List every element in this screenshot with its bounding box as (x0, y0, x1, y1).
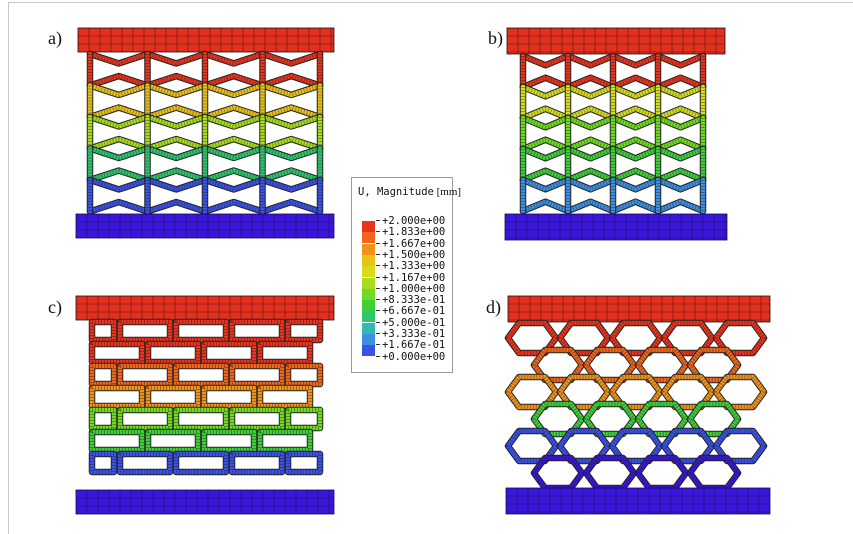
legend-value: +1.833e+00 (382, 226, 446, 239)
bottom-plate-mesh (506, 488, 770, 514)
legend-swatch (362, 288, 375, 300)
panel-a-lattice (75, 27, 335, 239)
legend-level: +1.333e+00 (362, 260, 450, 278)
legend-level: +5.000e-01 (362, 317, 450, 334)
legend-value: +6.667e-01 (382, 305, 446, 318)
color-legend: U, Magnitude [mm] +2.000e+00 +1.833e+00 +1… (351, 177, 461, 373)
cell-rows (88, 318, 324, 476)
bottom-plate (504, 213, 728, 241)
legend-value: +5.000e-01 (382, 316, 446, 329)
legend-level: +8.333e-01 (362, 294, 450, 312)
legend-value: +1.167e+00 (382, 271, 446, 284)
legend-quantity: U, Magnitude (358, 186, 434, 198)
legend-value: +1.667e+00 (382, 237, 446, 250)
panel-label-c: c) (48, 297, 62, 317)
cell-rows (519, 52, 707, 215)
legend-level: +1.500e+00 (362, 249, 450, 266)
legend-tick (376, 333, 380, 334)
legend-swatch (362, 232, 375, 244)
legend-swatch (362, 300, 375, 312)
top-plate-mesh (78, 28, 334, 52)
panel-b-lattice (504, 27, 728, 241)
legend-swatch (362, 345, 375, 357)
legend-level: +2.000e+00 (362, 215, 450, 232)
legend-tick (376, 321, 380, 323)
legend-tick (376, 265, 380, 267)
bottom-plate (75, 489, 335, 515)
legend-tick (376, 253, 380, 255)
panel-label-d: d) (486, 297, 501, 317)
legend-tick (376, 299, 380, 301)
legend-level: +0.000e+00 (362, 351, 450, 368)
legend-tick (376, 310, 380, 312)
legend-value: +1.667e-01 (382, 339, 446, 352)
legend-level: +1.833e+00 (362, 226, 450, 244)
legend-swatch (362, 322, 375, 334)
legend-level: +1.667e+00 (362, 238, 450, 255)
legend-level: +6.667e-01 (362, 305, 450, 323)
legend-level: +1.167e+00 (362, 272, 450, 289)
legend-tick (376, 242, 380, 244)
legend-level: +1.000e+00 (362, 283, 450, 300)
top-plate (506, 27, 726, 55)
legend-swatch (362, 277, 375, 289)
legend-value: +3.333e-01 (382, 328, 446, 340)
legend-title: U, Magnitude [mm] (358, 186, 461, 198)
legend-value: +1.000e+00 (382, 282, 446, 295)
panel-c-lattice (75, 295, 335, 515)
legend-swatch (362, 254, 375, 266)
top-plate-mesh (507, 28, 725, 54)
legend-tick (376, 231, 380, 233)
legend-swatch (362, 221, 375, 232)
top-plate (77, 27, 335, 53)
legend-swatch (362, 266, 375, 278)
legend-value: +1.333e+00 (382, 260, 446, 273)
panel-label-b: b) (488, 28, 503, 48)
legend-tick (376, 276, 380, 278)
top-plate-mesh (76, 296, 334, 320)
legend-value: +2.000e+00 (382, 215, 446, 227)
legend-level: +1.667e-01 (362, 339, 450, 357)
bottom-plate (75, 213, 335, 239)
top-plate (507, 295, 771, 323)
top-plate (75, 295, 335, 321)
legend-swatch (362, 311, 375, 323)
bottom-plate-mesh (505, 214, 727, 240)
panel-label-a: a) (48, 28, 62, 48)
legend-tick (376, 220, 380, 221)
legend-unit: [mm] (436, 186, 462, 198)
legend-tick (376, 344, 380, 346)
legend-swatch (362, 334, 375, 345)
legend-value: +0.000e+00 (382, 350, 446, 363)
legend-swatch (362, 243, 375, 255)
figure-frame (8, 2, 853, 534)
bottom-plate-mesh (76, 214, 334, 238)
bottom-plate-mesh (76, 490, 334, 514)
panel-d-lattice (504, 295, 771, 515)
cell-rows (504, 319, 768, 492)
cell-rows (86, 50, 324, 215)
legend-value: +1.500e+00 (382, 248, 446, 261)
legend-tick (376, 355, 380, 357)
legend-level: +3.333e-01 (362, 328, 450, 345)
legend-value: +8.333e-01 (382, 294, 446, 307)
legend-tick (376, 287, 380, 289)
